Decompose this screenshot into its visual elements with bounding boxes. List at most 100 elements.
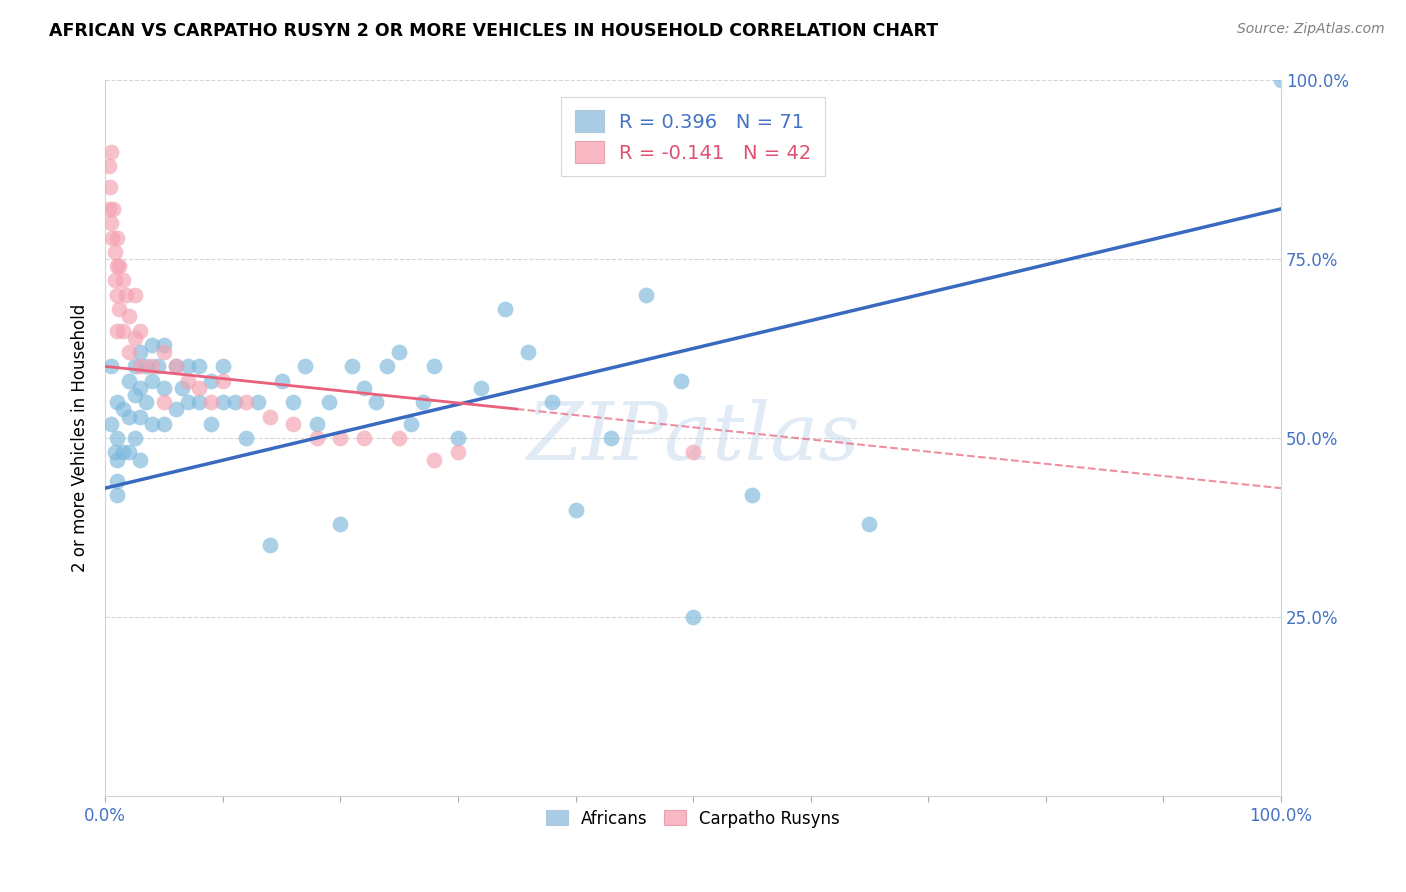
Point [176, 374, 198, 388]
Point [211, 359, 233, 374]
Point [224, 395, 246, 409]
Point [305, 417, 328, 431]
Point [153, 381, 176, 395]
Point [105, 395, 128, 409]
Point [340, 359, 363, 374]
Text: Source: ZipAtlas.com: Source: ZipAtlas.com [1237, 22, 1385, 37]
Point [270, 374, 292, 388]
Point [247, 395, 270, 409]
Point [118, 345, 141, 359]
Point [104, 445, 127, 459]
Point [259, 409, 281, 424]
Point [634, 288, 657, 302]
Point [97, 202, 120, 216]
Point [105, 259, 128, 273]
Point [101, 230, 124, 244]
Point [153, 345, 176, 359]
Point [129, 452, 152, 467]
Point [176, 359, 198, 374]
Point [103, 202, 125, 216]
Point [353, 381, 375, 395]
Point [741, 488, 763, 502]
Point [447, 431, 470, 445]
Point [682, 610, 704, 624]
Point [105, 452, 128, 467]
Point [108, 302, 131, 317]
Point [105, 488, 128, 502]
Point [100, 359, 122, 374]
Point [124, 331, 146, 345]
Point [141, 359, 163, 374]
Point [599, 431, 621, 445]
Point [97, 159, 120, 173]
Point [188, 359, 211, 374]
Point [235, 431, 257, 445]
Point [105, 324, 128, 338]
Point [399, 417, 422, 431]
Point [124, 288, 146, 302]
Point [104, 244, 127, 259]
Point [118, 310, 141, 324]
Point [517, 345, 540, 359]
Point [98, 180, 121, 194]
Point [135, 359, 157, 374]
Point [100, 145, 122, 159]
Point [235, 395, 257, 409]
Point [111, 402, 134, 417]
Point [447, 445, 470, 459]
Point [283, 417, 305, 431]
Point [118, 409, 141, 424]
Point [100, 417, 122, 431]
Point [118, 374, 141, 388]
Point [124, 431, 146, 445]
Point [388, 431, 411, 445]
Point [1270, 73, 1292, 87]
Point [858, 516, 880, 531]
Point [188, 395, 211, 409]
Point [141, 417, 163, 431]
Point [671, 374, 693, 388]
Point [564, 502, 586, 516]
Point [259, 538, 281, 552]
Point [105, 230, 128, 244]
Point [200, 395, 222, 409]
Point [423, 359, 446, 374]
Point [141, 338, 163, 352]
Point [412, 395, 434, 409]
Point [111, 445, 134, 459]
Point [211, 374, 233, 388]
Point [124, 359, 146, 374]
Point [176, 395, 198, 409]
Point [129, 345, 152, 359]
Point [135, 395, 157, 409]
Point [146, 359, 169, 374]
Point [165, 359, 187, 374]
Y-axis label: 2 or more Vehicles in Household: 2 or more Vehicles in Household [72, 304, 89, 572]
Point [111, 273, 134, 287]
Point [111, 324, 134, 338]
Point [423, 452, 446, 467]
Point [165, 359, 187, 374]
Point [165, 402, 187, 417]
Point [105, 288, 128, 302]
Point [105, 474, 128, 488]
Legend: Africans, Carpatho Rusyns: Africans, Carpatho Rusyns [540, 803, 846, 834]
Point [211, 395, 233, 409]
Point [124, 388, 146, 402]
Point [108, 259, 131, 273]
Point [305, 431, 328, 445]
Point [153, 395, 176, 409]
Point [129, 381, 152, 395]
Point [318, 395, 340, 409]
Point [129, 359, 152, 374]
Point [353, 431, 375, 445]
Point [329, 516, 352, 531]
Point [470, 381, 492, 395]
Point [188, 381, 211, 395]
Point [541, 395, 564, 409]
Point [388, 345, 411, 359]
Point [129, 409, 152, 424]
Point [377, 359, 399, 374]
Point [364, 395, 387, 409]
Point [100, 216, 122, 230]
